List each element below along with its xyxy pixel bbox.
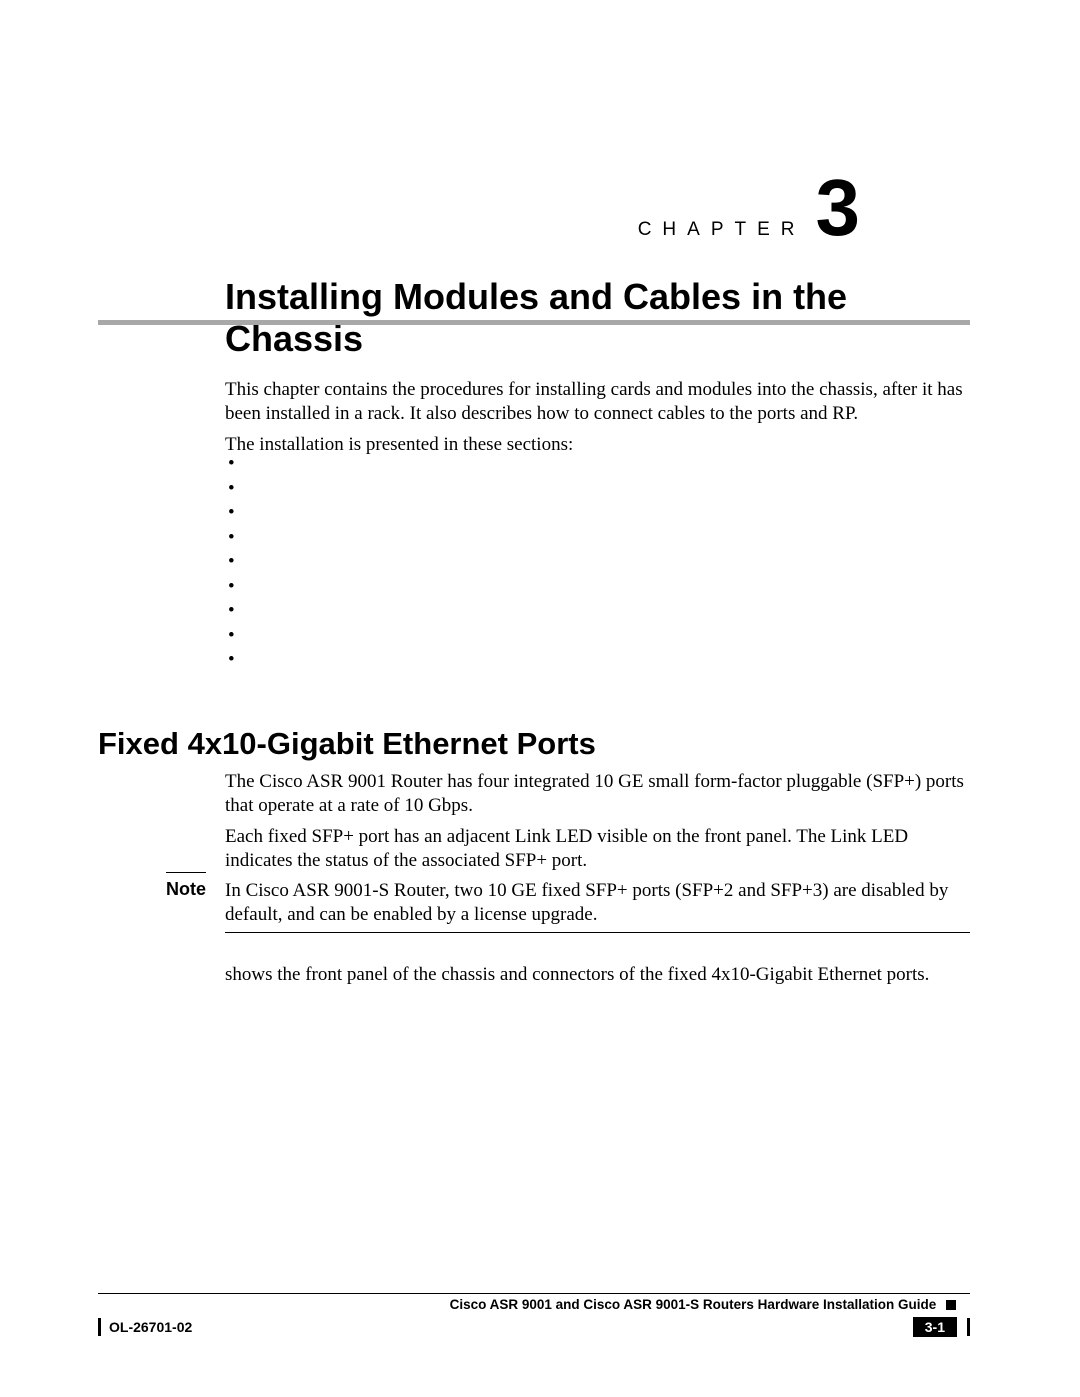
- bullet-item: [228, 479, 235, 498]
- note-rule-bottom: [225, 932, 970, 933]
- chapter-title: Installing Modules and Cables in the Cha…: [225, 276, 970, 360]
- square-icon: [946, 1300, 956, 1310]
- chapter-number: 3: [816, 168, 861, 248]
- page-footer: Cisco ASR 9001 and Cisco ASR 9001-S Rout…: [98, 1293, 970, 1337]
- bullet-item: [228, 650, 235, 669]
- section-toc-bullets: [228, 454, 235, 675]
- intro-block: This chapter contains the procedures for…: [225, 378, 970, 463]
- bullet-item: [228, 626, 235, 645]
- intro-paragraph-1: This chapter contains the procedures for…: [225, 378, 970, 427]
- footer-guide-title: Cisco ASR 9001 and Cisco ASR 9001-S Rout…: [98, 1294, 970, 1315]
- section-heading: Fixed 4x10-Gigabit Ethernet Ports: [98, 726, 596, 762]
- chapter-header: CHAPTER 3: [638, 168, 860, 248]
- section-paragraph-2: Each fixed SFP+ port has an adjacent Lin…: [225, 825, 970, 874]
- page: CHAPTER 3 Installing Modules and Cables …: [0, 0, 1080, 1397]
- section-body: The Cisco ASR 9001 Router has four integ…: [225, 770, 970, 879]
- chapter-word: CHAPTER: [638, 219, 806, 241]
- footer-left: OL-26701-02: [98, 1318, 192, 1336]
- title-rule: [98, 320, 970, 325]
- figure-reference: shows the front panel of the chassis and…: [225, 963, 970, 987]
- bullet-item: [228, 503, 235, 522]
- note-rule-top: [166, 872, 206, 873]
- note-block: Note In Cisco ASR 9001-S Router, two 10 …: [166, 872, 970, 933]
- note-text: In Cisco ASR 9001-S Router, two 10 GE fi…: [225, 879, 970, 928]
- intro-paragraph-2: The installation is presented in these s…: [225, 433, 970, 457]
- bullet-item: [228, 528, 235, 547]
- bullet-item: [228, 454, 235, 473]
- note-label: Note: [166, 879, 225, 900]
- bullet-item: [228, 577, 235, 596]
- bar-icon: [967, 1318, 970, 1336]
- bar-icon: [98, 1318, 101, 1336]
- bullet-item: [228, 552, 235, 571]
- footer-right: 3-1: [913, 1317, 970, 1337]
- bullet-item: [228, 601, 235, 620]
- section-paragraph-1: The Cisco ASR 9001 Router has four integ…: [225, 770, 970, 819]
- footer-doc-id: OL-26701-02: [109, 1319, 192, 1335]
- page-number: 3-1: [913, 1317, 957, 1337]
